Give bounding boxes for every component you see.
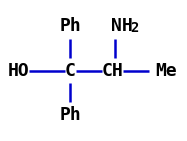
Text: C: C (65, 61, 76, 80)
Text: HO: HO (7, 61, 29, 80)
Text: CH: CH (101, 61, 123, 80)
Text: Ph: Ph (59, 106, 81, 124)
Text: 2: 2 (130, 21, 138, 35)
Text: Ph: Ph (59, 17, 81, 35)
Text: NH: NH (111, 17, 133, 35)
Text: Me: Me (155, 61, 177, 80)
